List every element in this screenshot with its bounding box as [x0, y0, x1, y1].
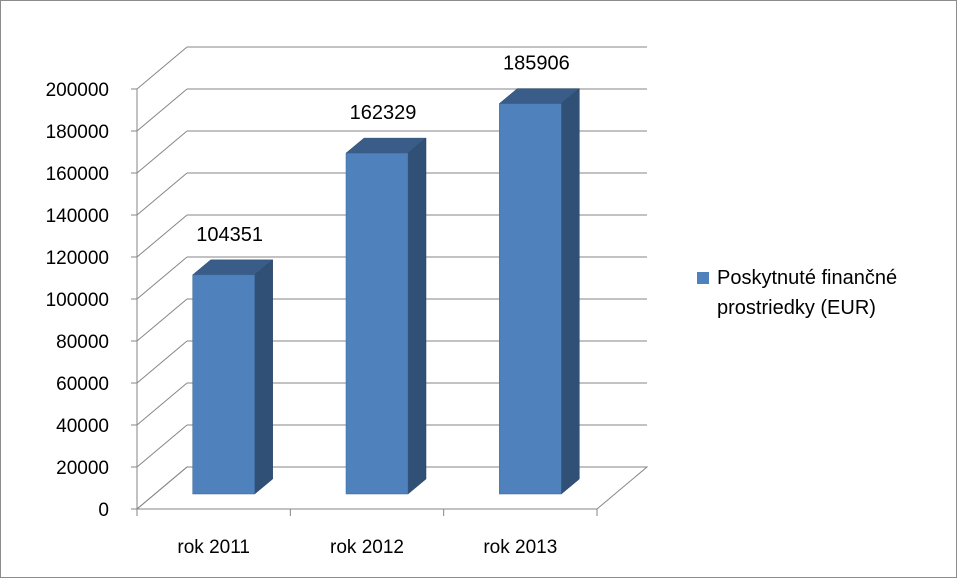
y-tick-label: 100000 [46, 290, 109, 311]
legend-label: Poskytnuté finančné prostriedky (EUR) [717, 267, 898, 319]
side-wall-line [136, 88, 188, 132]
side-wall-line [136, 130, 188, 174]
bar [192, 274, 255, 495]
side-wall-line [136, 298, 188, 342]
bar-side [407, 137, 427, 495]
y-tick-label: 180000 [46, 122, 109, 143]
y-tick-label: 0 [98, 500, 109, 521]
y-tick-label: 140000 [46, 206, 109, 227]
side-wall-line [136, 172, 188, 216]
y-tick-label: 80000 [56, 332, 109, 353]
y-tick-label: 160000 [46, 164, 109, 185]
bar-side [561, 88, 580, 495]
side-wall-line [136, 424, 188, 468]
y-tick-label: 40000 [56, 416, 109, 437]
side-wall-line [136, 340, 188, 384]
y-tick-label: 20000 [56, 458, 109, 479]
x-tick-label: rok 2012 [330, 537, 404, 558]
data-label: 104351 [196, 224, 263, 246]
side-wall-line [136, 382, 188, 426]
y-tick-label: 60000 [56, 374, 109, 395]
bar [345, 152, 409, 495]
legend: Poskytnuté finančné prostriedky (EUR) [697, 263, 947, 323]
data-label: 162329 [350, 102, 417, 124]
y-tick-label: 120000 [46, 248, 109, 269]
x-tick-label: rok 2011 [177, 537, 250, 558]
bar [499, 103, 562, 495]
legend-swatch [697, 272, 709, 284]
y-tick-label: 200000 [46, 80, 109, 101]
x-tick-label: rok 2013 [483, 537, 557, 558]
side-wall-line [136, 214, 188, 258]
side-wall-line [136, 46, 188, 90]
data-label: 185906 [503, 53, 570, 75]
bar-side [254, 259, 273, 495]
side-wall-line [136, 256, 188, 300]
